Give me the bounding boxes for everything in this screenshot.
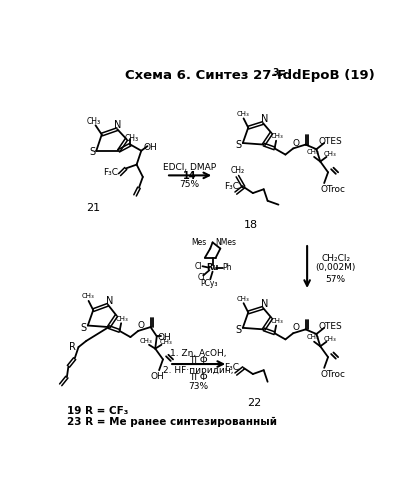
Text: OH: OH: [144, 143, 157, 152]
Text: CH₃: CH₃: [323, 151, 336, 157]
Text: N: N: [261, 114, 268, 124]
Text: CH₃: CH₃: [306, 334, 319, 340]
Text: 18: 18: [244, 221, 259, 231]
Text: 21: 21: [86, 203, 100, 213]
Text: 75%: 75%: [179, 180, 199, 189]
Text: OTroc: OTroc: [321, 370, 346, 379]
Text: N: N: [114, 120, 122, 130]
Text: 23 R = Me ранее синтезированный: 23 R = Me ранее синтезированный: [67, 417, 277, 427]
Text: 3: 3: [272, 68, 279, 77]
Text: N: N: [261, 299, 268, 309]
Text: S: S: [236, 325, 242, 335]
Text: Схема 6. Синтез 27-F: Схема 6. Синтез 27-F: [125, 69, 286, 82]
Text: CH₃: CH₃: [236, 111, 249, 117]
Text: 14: 14: [182, 171, 196, 181]
Text: ТГФ: ТГФ: [189, 356, 208, 365]
Text: Mes: Mes: [191, 238, 206, 247]
Text: F₃C: F₃C: [103, 168, 118, 177]
Text: CH₃: CH₃: [236, 295, 249, 301]
Text: CH₂Cl₂: CH₂Cl₂: [321, 254, 350, 263]
Text: -ddEpoB (19): -ddEpoB (19): [277, 69, 375, 82]
Text: 22: 22: [247, 398, 261, 408]
Text: CH₃: CH₃: [270, 133, 283, 139]
Text: S: S: [89, 147, 95, 157]
Text: O: O: [137, 321, 144, 330]
Text: R: R: [69, 342, 76, 352]
Text: 73%: 73%: [189, 382, 209, 391]
Text: CH₃: CH₃: [125, 134, 139, 143]
Text: 2. HF·пиридин,: 2. HF·пиридин,: [164, 366, 234, 375]
Text: 1. Zn, AcOH,: 1. Zn, AcOH,: [171, 349, 227, 358]
Text: OH: OH: [158, 333, 171, 342]
Text: CH₃: CH₃: [81, 293, 94, 299]
Text: 57%: 57%: [326, 275, 346, 284]
Text: CH₃: CH₃: [270, 318, 283, 324]
Text: OTES: OTES: [319, 322, 342, 331]
Text: Ru: Ru: [206, 263, 219, 272]
Text: CH₃: CH₃: [160, 339, 173, 345]
Text: Cl: Cl: [197, 272, 205, 281]
Text: PCy₃: PCy₃: [200, 278, 217, 288]
Text: O: O: [292, 139, 299, 148]
Text: OTroc: OTroc: [321, 185, 346, 194]
Text: O: O: [292, 323, 299, 332]
Text: F₃C: F₃C: [224, 363, 239, 372]
Text: CH₃: CH₃: [323, 336, 336, 342]
Text: CH₃: CH₃: [115, 315, 128, 321]
Text: S: S: [236, 140, 242, 150]
Text: S: S: [81, 323, 87, 333]
Text: CH₃: CH₃: [86, 117, 100, 126]
Text: CH₃: CH₃: [140, 338, 152, 344]
Text: NMes: NMes: [215, 238, 236, 247]
Text: ТГФ: ТГФ: [189, 373, 208, 382]
Text: CH₂: CH₂: [230, 166, 245, 175]
Text: F₃C: F₃C: [224, 183, 239, 192]
Text: OTES: OTES: [319, 137, 342, 146]
Text: N: N: [106, 296, 113, 306]
Text: 19 R = CF₃: 19 R = CF₃: [67, 406, 128, 416]
Text: OH: OH: [151, 372, 164, 381]
Text: (0,002M): (0,002M): [316, 263, 356, 272]
Text: EDCl, DMAP: EDCl, DMAP: [163, 163, 216, 172]
Text: Cl: Cl: [195, 262, 202, 271]
Text: CH₃: CH₃: [306, 149, 319, 155]
Text: Ph: Ph: [222, 263, 231, 272]
